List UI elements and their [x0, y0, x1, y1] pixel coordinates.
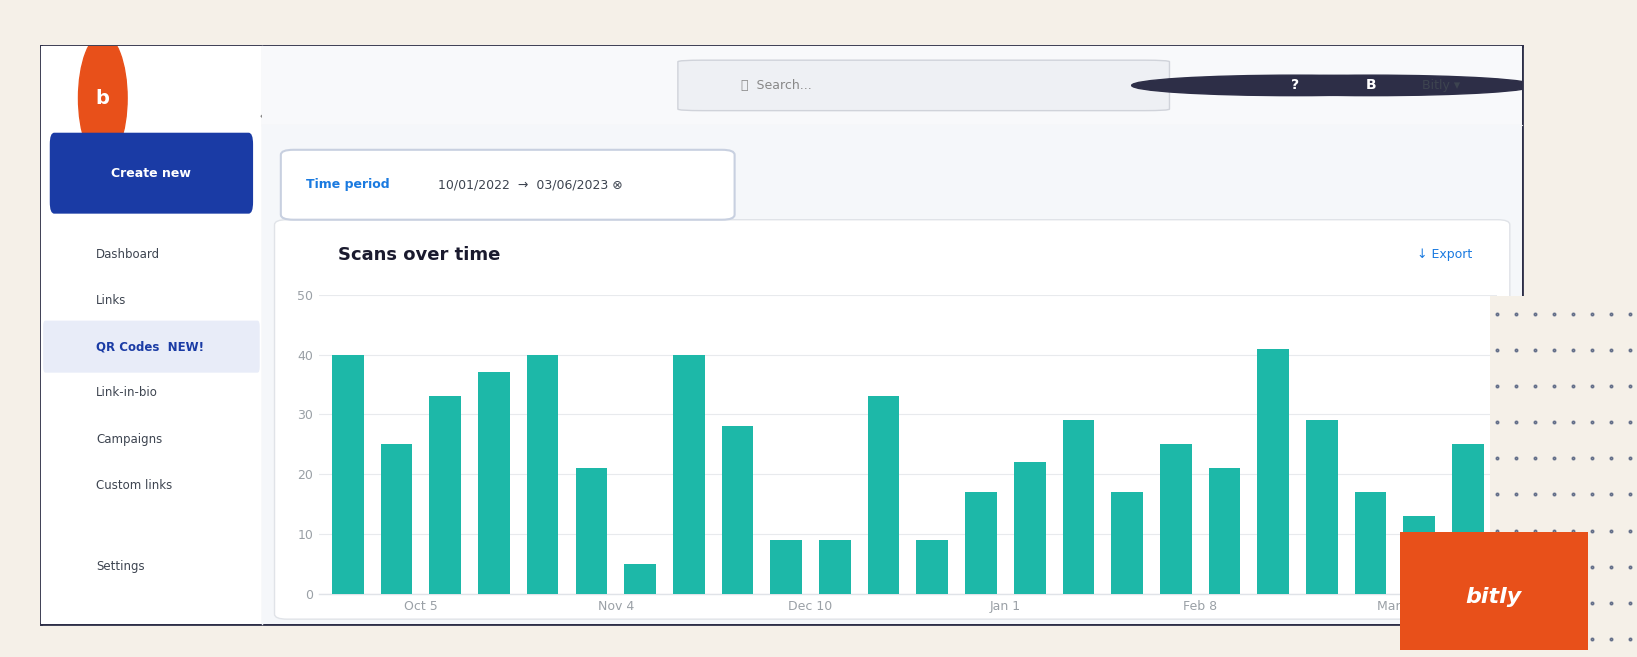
Bar	[429, 396, 462, 594]
Text: QR Codes  NEW!: QR Codes NEW!	[97, 340, 205, 353]
Bar	[1355, 492, 1387, 594]
Circle shape	[79, 34, 128, 162]
FancyBboxPatch shape	[49, 133, 254, 214]
Bar	[478, 373, 509, 594]
Bar	[1257, 348, 1288, 594]
Bar	[1161, 444, 1192, 594]
Bar	[332, 355, 363, 594]
Text: ?: ?	[1292, 78, 1300, 93]
Circle shape	[1206, 75, 1536, 96]
Bar	[966, 492, 997, 594]
Bar	[381, 444, 413, 594]
Text: bitly: bitly	[1465, 587, 1522, 607]
Bar	[624, 564, 656, 594]
Text: Links: Links	[97, 294, 126, 307]
Bar	[527, 355, 558, 594]
Text: 10/01/2022  →  03/06/2023 ⊗: 10/01/2022 → 03/06/2023 ⊗	[439, 178, 624, 191]
Text: Link-in-bio: Link-in-bio	[97, 386, 159, 399]
Text: ↓ Export: ↓ Export	[1416, 248, 1472, 261]
FancyBboxPatch shape	[275, 219, 1509, 619]
Bar	[771, 540, 802, 594]
FancyBboxPatch shape	[282, 150, 735, 219]
Text: Create new: Create new	[111, 167, 192, 179]
Bar	[673, 355, 704, 594]
Text: 🔍  Search...: 🔍 Search...	[742, 79, 812, 92]
Text: Custom links: Custom links	[97, 479, 172, 492]
Text: Time period: Time period	[306, 178, 390, 191]
Bar	[1452, 444, 1483, 594]
Text: Bitly ▾: Bitly ▾	[1421, 79, 1460, 92]
Bar	[1306, 420, 1337, 594]
Bar	[917, 540, 948, 594]
FancyBboxPatch shape	[43, 321, 260, 373]
Text: Dashboard: Dashboard	[97, 248, 160, 261]
Bar	[868, 396, 899, 594]
Text: Scans over time: Scans over time	[337, 246, 499, 263]
Text: Settings: Settings	[97, 560, 144, 573]
Bar	[1062, 420, 1094, 594]
Text: B: B	[1365, 78, 1377, 93]
Bar	[1112, 492, 1143, 594]
Bar	[1208, 468, 1241, 594]
Bar	[818, 540, 851, 594]
Text: Campaigns: Campaigns	[97, 433, 162, 445]
Bar	[1013, 463, 1046, 594]
Circle shape	[1131, 75, 1460, 96]
Text: b: b	[97, 89, 110, 108]
Bar	[576, 468, 607, 594]
Bar	[722, 426, 753, 594]
FancyBboxPatch shape	[678, 60, 1169, 110]
Text: ‹: ‹	[259, 106, 265, 125]
Bar	[1403, 516, 1436, 594]
